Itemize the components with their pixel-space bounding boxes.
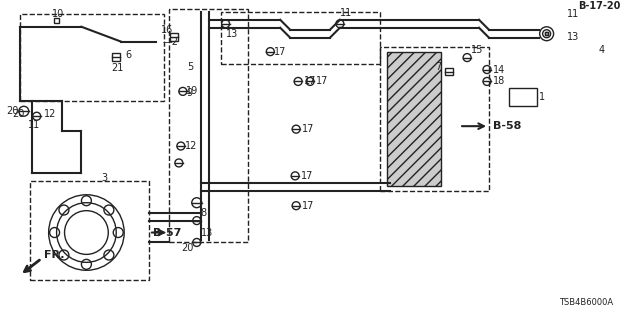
Text: 20: 20 (181, 244, 193, 253)
Text: 9: 9 (187, 88, 193, 98)
Text: 11: 11 (566, 9, 579, 19)
Bar (509, 88, 537, 106)
Bar (545, 32, 548, 35)
Text: B-57: B-57 (153, 228, 181, 237)
Text: 19: 19 (186, 86, 198, 96)
Bar (545, 32, 548, 35)
Text: 17: 17 (275, 47, 287, 57)
Bar (221, 12, 380, 64)
Text: 12: 12 (185, 141, 197, 151)
Bar (445, 68, 453, 76)
Text: 15: 15 (471, 44, 483, 55)
Text: 5: 5 (187, 61, 193, 72)
Text: 20: 20 (6, 106, 19, 116)
Bar (380, 47, 489, 191)
Text: 17: 17 (316, 76, 328, 86)
Text: B-58: B-58 (493, 121, 522, 131)
Text: 13: 13 (225, 29, 238, 39)
Text: 6: 6 (125, 50, 131, 60)
Text: 13: 13 (201, 228, 213, 237)
Text: 17: 17 (304, 76, 316, 86)
Text: 13: 13 (566, 32, 579, 42)
Text: 11: 11 (28, 120, 40, 130)
Text: 3: 3 (101, 173, 108, 183)
Bar (29, 181, 149, 280)
Text: 20: 20 (12, 109, 24, 119)
Text: 17: 17 (302, 124, 314, 134)
Text: 17: 17 (302, 201, 314, 211)
Bar (54, 18, 59, 23)
Bar (20, 14, 164, 101)
Bar (169, 9, 248, 243)
Text: 21: 21 (111, 62, 124, 73)
Text: TSB4B6000A: TSB4B6000A (559, 298, 612, 307)
Text: 4: 4 (598, 44, 604, 55)
Text: 14: 14 (493, 65, 505, 75)
Text: 11: 11 (340, 8, 352, 18)
Text: 7: 7 (435, 61, 442, 72)
Bar (170, 33, 178, 41)
Text: 17: 17 (301, 171, 314, 181)
Text: 8: 8 (201, 208, 207, 218)
Text: 10: 10 (52, 9, 64, 19)
Bar (387, 52, 441, 186)
Text: 1: 1 (539, 92, 545, 102)
Text: 12: 12 (44, 109, 56, 119)
Text: 16: 16 (161, 25, 173, 35)
Text: 18: 18 (493, 76, 505, 86)
Text: —2: —2 (163, 37, 179, 47)
Text: FR.: FR. (44, 250, 64, 260)
Bar (112, 52, 120, 60)
Text: B-17-20: B-17-20 (579, 1, 621, 11)
